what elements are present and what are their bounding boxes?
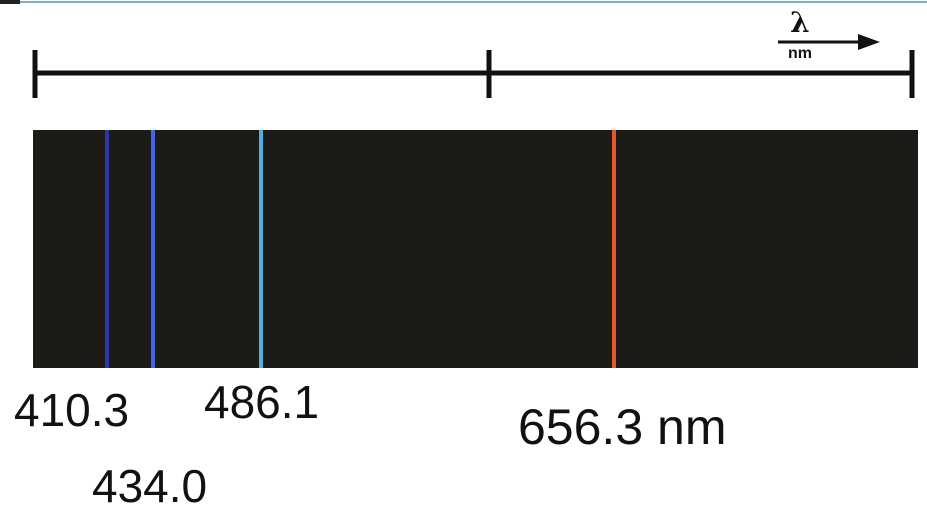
arrow-head: [858, 34, 880, 50]
unit-label: nm: [788, 45, 812, 62]
line-label: 656.3 nm: [518, 399, 726, 455]
scale-bar: [35, 50, 912, 98]
line-label: 410.3: [14, 384, 129, 436]
corner-mark: [0, 0, 20, 4]
spectrum-diagram: λ nm 410.3 434.0 486.1 656.3 nm: [0, 0, 927, 506]
lambda-symbol: λ: [790, 6, 810, 39]
line-label: 434.0: [92, 460, 207, 506]
line-label: 486.1: [204, 376, 319, 428]
spectrum-band: [33, 130, 918, 368]
